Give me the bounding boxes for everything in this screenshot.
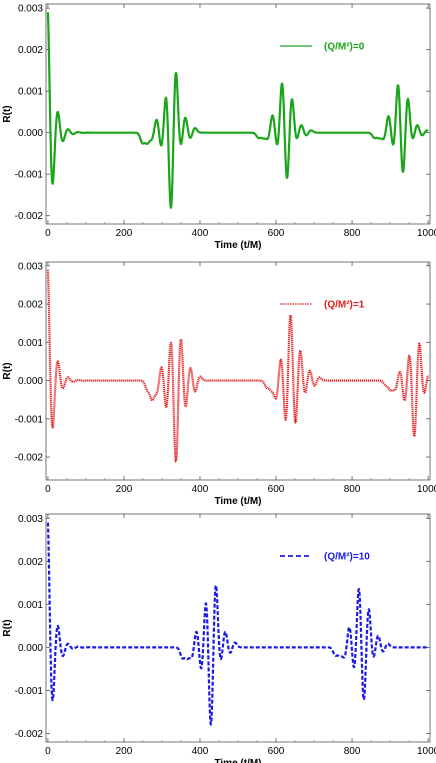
- series-line: [46, 269, 430, 463]
- y-tick-label: -0.002: [15, 453, 44, 464]
- y-axis-label: R(t): [2, 619, 13, 636]
- plot-frame: [45, 3, 431, 225]
- x-axis-label: Time (t/M): [214, 758, 261, 763]
- plot-frame: [45, 261, 431, 481]
- legend-label: (Q/M²)=10: [324, 552, 370, 563]
- x-tick-label: 0: [45, 746, 51, 757]
- y-tick-label: 0.001: [18, 338, 43, 349]
- y-tick-label: 0.002: [18, 45, 43, 56]
- legend-label: (Q/M²)=1: [324, 300, 365, 311]
- y-tick-label: -0.002: [15, 211, 44, 222]
- y-tick-label: 0.000: [18, 128, 43, 139]
- x-tick-label: 1000: [417, 746, 436, 757]
- x-tick-label: 600: [268, 484, 285, 495]
- x-axis-label: Time (t/M): [214, 240, 261, 251]
- x-tick-label: 200: [116, 746, 133, 757]
- x-tick-label: 400: [192, 484, 209, 495]
- y-tick-label: 0.003: [18, 4, 43, 15]
- x-tick-label: 600: [268, 228, 285, 239]
- chart-panel-3: 0 200 400 600 800 1000 -0.002 -0.001 0.000 0.001 0…: [2, 513, 436, 763]
- y-tick-label: 0.000: [18, 376, 43, 387]
- y-tick-label: 0.002: [18, 557, 43, 568]
- x-tick-label: 400: [192, 746, 209, 757]
- y-tick-label: -0.001: [15, 170, 44, 181]
- y-tick-label: -0.001: [15, 686, 44, 697]
- chart-panel-2: 0 200 400 600 800 1000 -0.002 -0.001 0.000 0.001 0…: [2, 261, 436, 507]
- x-tick-label: 400: [192, 228, 209, 239]
- y-tick-label: -0.002: [15, 729, 44, 740]
- y-axis-label: R(t): [2, 105, 13, 122]
- x-tick-label: 800: [344, 746, 361, 757]
- x-tick-label: 600: [268, 746, 285, 757]
- x-tick-label: 0: [45, 228, 51, 239]
- x-tick-label: 200: [116, 484, 133, 495]
- y-tick-label: 0.002: [18, 300, 43, 311]
- x-axis-label: Time (t/M): [214, 496, 261, 507]
- series-line: [46, 522, 430, 726]
- legend-label: (Q/M²)=0: [324, 42, 365, 53]
- x-tick-label: 1000: [417, 484, 436, 495]
- chart-panel-1: 0 200 400 600 800 1000 -0.002 -0.001 0.000 0.001 0…: [2, 3, 436, 251]
- x-tick-label: 800: [344, 484, 361, 495]
- series-line: [46, 12, 430, 209]
- y-tick-label: 0.003: [18, 261, 43, 272]
- y-axis-label: R(t): [2, 362, 13, 379]
- y-tick-label: 0.000: [18, 643, 43, 654]
- y-tick-label: 0.001: [18, 87, 43, 98]
- y-tick-label: 0.003: [18, 514, 43, 525]
- x-tick-label: 200: [116, 228, 133, 239]
- x-tick-label: 1000: [417, 228, 436, 239]
- y-tick-label: 0.001: [18, 600, 43, 611]
- plot-frame: [45, 513, 431, 743]
- y-tick-label: -0.001: [15, 414, 44, 425]
- x-tick-label: 0: [45, 484, 51, 495]
- x-tick-label: 800: [344, 228, 361, 239]
